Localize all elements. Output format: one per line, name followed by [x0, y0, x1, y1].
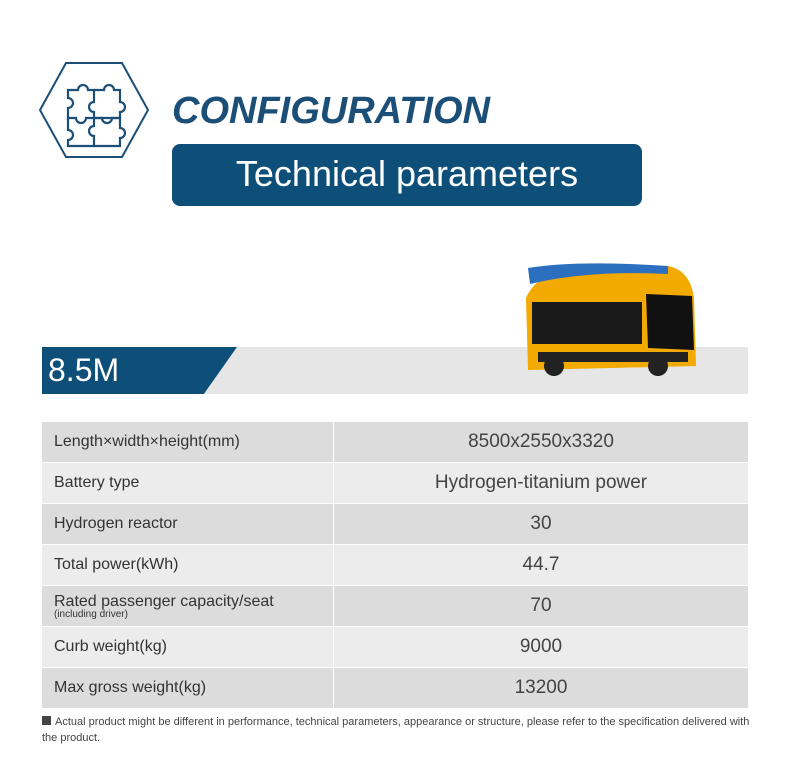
spec-label: Hydrogen reactor [42, 503, 334, 545]
table-row: Rated passenger capacity/seat (including … [42, 585, 748, 627]
spec-table: Length×width×height(mm) 8500x2550x3320 Bat… [42, 422, 748, 709]
spec-value: 8500x2550x3320 [333, 422, 748, 463]
disclaimer: Actual product might be different in per… [42, 716, 750, 744]
spec-label: Battery type [42, 462, 334, 504]
spec-label: Length×width×height(mm) [42, 422, 334, 463]
puzzle-hexagon-icon [38, 62, 150, 158]
table-row: Length×width×height(mm) 8500x2550x3320 [42, 422, 748, 463]
spec-value: 9000 [333, 626, 748, 668]
spec-value: 30 [333, 503, 748, 545]
bus-image [526, 263, 696, 376]
spec-label: Curb weight(kg) [42, 626, 334, 668]
table-row: Battery type Hydrogen-titanium power [42, 462, 748, 504]
spec-value: 44.7 [333, 544, 748, 586]
page-title: CONFIGURATION [172, 90, 491, 132]
table-row: Curb weight(kg) 9000 [42, 626, 748, 668]
page-subtitle: Technical parameters [172, 144, 642, 206]
spec-value: 13200 [333, 667, 748, 709]
spec-label: Max gross weight(kg) [42, 667, 334, 709]
table-row: Total power(kWh) 44.7 [42, 544, 748, 586]
bullet-square-icon [42, 716, 51, 725]
spec-label: Rated passenger capacity/seat (including … [42, 585, 334, 627]
table-row: Max gross weight(kg) 13200 [42, 667, 748, 709]
spec-value: 70 [333, 585, 748, 627]
model-label: 8.5M [42, 347, 237, 394]
spec-note: (including driver) [54, 608, 128, 620]
spec-value: Hydrogen-titanium power [333, 462, 748, 504]
table-row: Hydrogen reactor 30 [42, 503, 748, 545]
spec-label: Total power(kWh) [42, 544, 334, 586]
